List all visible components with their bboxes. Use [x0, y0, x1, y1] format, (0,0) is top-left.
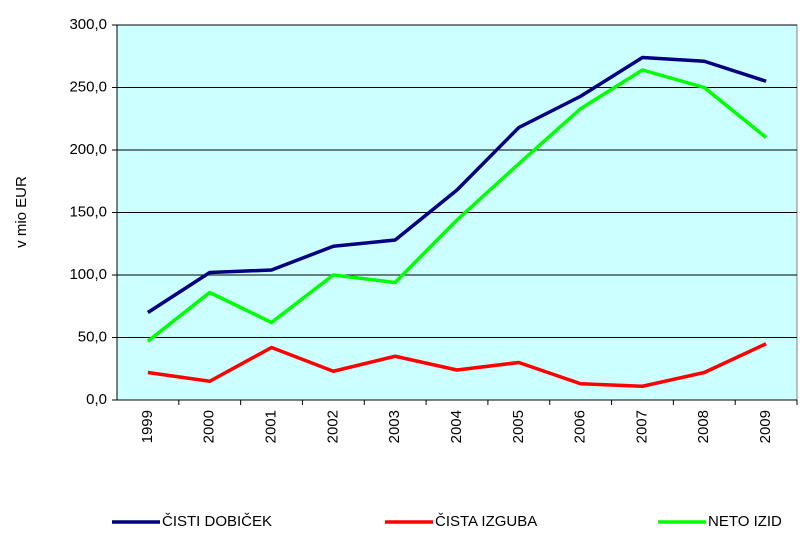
y-tick-label: 50,0: [78, 328, 107, 345]
x-tick-label: 2001: [263, 410, 280, 443]
legend-label: NETO IZID: [708, 513, 782, 530]
x-tick-label: 1999: [139, 410, 156, 443]
series-line: [146, 55, 767, 314]
x-tick-label: 2002: [324, 410, 341, 443]
x-tick-label: 2006: [572, 410, 589, 443]
y-tick-label: 300,0: [69, 16, 107, 33]
legend-label: ČISTA IZGUBA: [435, 513, 537, 530]
legend-label: ČISTI DOBIČEK: [162, 513, 272, 530]
x-tick-label: 2003: [386, 410, 403, 443]
series-line: [146, 68, 768, 343]
y-tick-label: 0,0: [86, 391, 107, 408]
x-tick-label: 2005: [510, 410, 527, 443]
series-line: [147, 342, 767, 388]
x-tick-label: 2009: [757, 410, 774, 443]
x-tick-label: 2008: [695, 410, 712, 443]
y-tick-label: 150,0: [69, 203, 107, 220]
y-tick-label: 250,0: [69, 78, 107, 95]
x-tick-label: 2000: [201, 410, 218, 443]
x-tick-label: 2004: [448, 410, 465, 443]
y-axis-label: v mio EUR: [13, 176, 30, 248]
y-tick-label: 100,0: [69, 266, 107, 283]
y-tick-label: 200,0: [69, 141, 107, 158]
x-tick-label: 2007: [633, 410, 650, 443]
